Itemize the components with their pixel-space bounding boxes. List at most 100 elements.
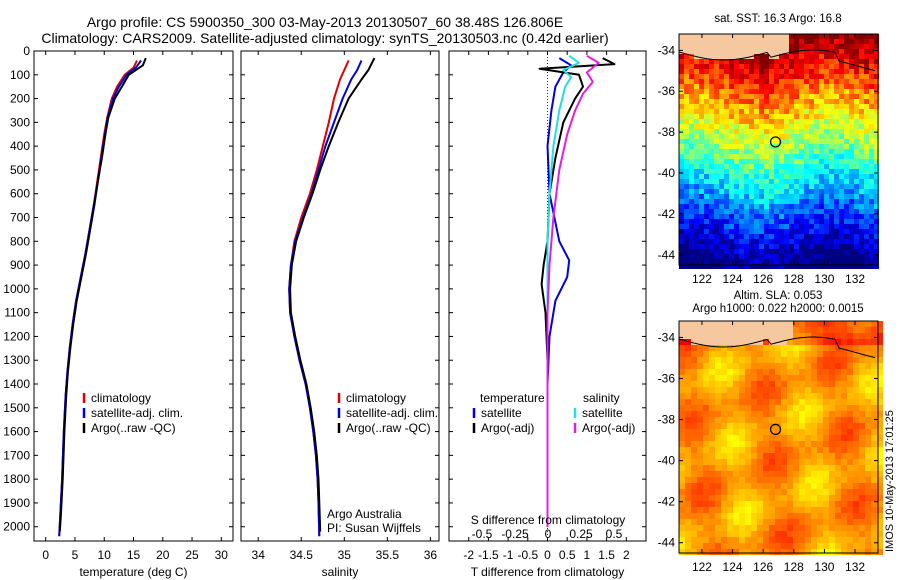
sla-map-ytick-label: -34 bbox=[658, 330, 676, 344]
diff-s-tick-label: 0.5 bbox=[606, 527, 623, 541]
depth-tick-label: 400 bbox=[10, 139, 30, 153]
sla-map-panel bbox=[678, 320, 883, 555]
sst-map-argo-marker bbox=[769, 136, 782, 148]
sla-map-xtick-label: 132 bbox=[845, 560, 865, 574]
diff-s-tick-label: 0.25 bbox=[569, 527, 593, 541]
difference-xlabel: T difference from climatology bbox=[471, 565, 625, 579]
salinity-xtick-label: 35.5 bbox=[376, 548, 400, 562]
salinity-series-2 bbox=[289, 57, 376, 532]
sla-map-ytick-label: -42 bbox=[658, 495, 676, 509]
depth-tick-label: 1900 bbox=[3, 496, 30, 510]
difference-xtick-label: 0.5 bbox=[559, 548, 576, 562]
temperature-legend-label-0: climatology bbox=[91, 391, 151, 405]
sst-map-ytick-label: -34 bbox=[658, 43, 676, 57]
depth-tick-label: 1700 bbox=[3, 448, 30, 462]
sst-map-ytick-label: -44 bbox=[658, 248, 676, 262]
salinity-legend-label-0: climatology bbox=[346, 391, 406, 405]
figure-title-line1: Argo profile: CS 5900350_300 03-May-2013… bbox=[86, 14, 564, 30]
depth-tick-label: 1000 bbox=[3, 282, 30, 296]
difference-series-3 bbox=[546, 54, 600, 527]
sst-map-xtick-label: 122 bbox=[692, 272, 712, 286]
temperature-xtick-label: 15 bbox=[127, 548, 141, 562]
temperature-xtick-label: 0 bbox=[42, 548, 49, 562]
depth-tick-label: 1100 bbox=[4, 306, 30, 320]
depth-tick-label: 600 bbox=[10, 187, 30, 201]
depth-tick-label: 500 bbox=[10, 163, 30, 177]
annotation-pi-name: PI: Susan Wijffels bbox=[327, 521, 421, 535]
diff-legend-salinity-title: salinity bbox=[583, 391, 620, 405]
salinity-xlabel: salinity bbox=[322, 565, 359, 579]
salinity-legend-label-2: Argo(..raw -QC) bbox=[346, 421, 431, 435]
depth-tick-label: 1500 bbox=[3, 401, 30, 415]
temperature-series-2 bbox=[58, 57, 147, 532]
salinity-xtick-label: 36 bbox=[424, 548, 438, 562]
salinity-panel bbox=[240, 50, 440, 542]
sla-map-ytick-label: -44 bbox=[658, 536, 676, 550]
depth-tick-label: 1800 bbox=[3, 472, 30, 486]
sst-map-ytick-label: -42 bbox=[658, 207, 676, 221]
difference-xtick-label: -2 bbox=[463, 548, 474, 562]
depth-tick-label: 100 bbox=[10, 68, 30, 82]
sla-map-frame bbox=[678, 320, 879, 554]
diff-legend-temperature-label-1: Argo(-adj) bbox=[481, 421, 534, 435]
sst-map-title: sat. SST: 16.3 Argo: 16.8 bbox=[714, 13, 842, 25]
sla-map-field bbox=[679, 321, 883, 555]
salinity-axes-frame bbox=[240, 50, 440, 542]
diff-s-axis-label: S difference from climatology bbox=[471, 513, 626, 527]
salinity-xtick-label: 34.5 bbox=[290, 548, 314, 562]
sla-map-xtick-label: 124 bbox=[723, 560, 743, 574]
sla-map-argo-marker bbox=[769, 423, 782, 436]
sla-map-ytick-label: -38 bbox=[658, 413, 676, 427]
difference-xtick-label: -0.5 bbox=[517, 548, 538, 562]
depth-tick-label: 1200 bbox=[3, 329, 30, 343]
sla-map-xtick-label: 128 bbox=[784, 560, 804, 574]
diff-legend-salinity-label-1: Argo(-adj) bbox=[582, 421, 635, 435]
annotation-argo-australia: Argo Australia bbox=[327, 507, 402, 521]
diff-s-tick-label: -0.5 bbox=[472, 527, 493, 541]
depth-tick-label: 300 bbox=[10, 115, 30, 129]
difference-xtick-label: 2 bbox=[623, 548, 630, 562]
diff-legend-salinity-label-0: satellite bbox=[582, 406, 623, 420]
temperature-xtick-label: 10 bbox=[98, 548, 112, 562]
sst-map-ytick-label: -36 bbox=[658, 84, 676, 98]
diff-s-tick-label: -0.25 bbox=[501, 527, 529, 541]
sst-map-xtick-label: 124 bbox=[723, 272, 743, 286]
temperature-xtick-label: 5 bbox=[72, 548, 79, 562]
sst-map-panel bbox=[678, 33, 879, 269]
salinity-legend-label-1: satellite-adj. clim. bbox=[346, 406, 438, 420]
difference-xtick-label: -1.5 bbox=[478, 548, 499, 562]
temperature-xtick-label: 25 bbox=[185, 548, 199, 562]
sla-map-xtick-label: 130 bbox=[814, 560, 834, 574]
depth-tick-label: 700 bbox=[10, 211, 30, 225]
difference-xtick-label: -1 bbox=[503, 548, 514, 562]
sst-map-ytick-label: -40 bbox=[658, 166, 676, 180]
sla-map-xtick-label: 126 bbox=[753, 560, 773, 574]
temperature-xlabel: temperature (deg C) bbox=[79, 565, 187, 579]
sla-map-subtitle: Argo h1000: 0.022 h2000: 0.0015 bbox=[692, 303, 864, 315]
difference-xtick-label: 1 bbox=[584, 548, 591, 562]
sla-map-coastline bbox=[678, 336, 876, 359]
depth-tick-label: 900 bbox=[10, 258, 30, 272]
diff-legend-temperature-label-0: satellite bbox=[481, 406, 522, 420]
difference-xtick-label: 0 bbox=[544, 548, 551, 562]
sst-map-frame bbox=[678, 33, 879, 266]
temperature-panel bbox=[33, 50, 234, 542]
depth-tick-label: 2000 bbox=[3, 520, 30, 534]
sla-map-xtick-label: 122 bbox=[692, 560, 712, 574]
sst-map-coastline bbox=[678, 49, 876, 72]
sla-map-ytick-label: -36 bbox=[658, 371, 676, 385]
diff-s-tick-label: 0 bbox=[545, 527, 552, 541]
depth-tick-label: 200 bbox=[10, 92, 30, 106]
depth-tick-label: 1400 bbox=[3, 377, 30, 391]
depth-tick-label: 0 bbox=[23, 44, 30, 58]
temperature-legend-label-2: Argo(..raw -QC) bbox=[91, 421, 176, 435]
sst-map-ytick-label: -38 bbox=[658, 125, 676, 139]
sst-map-field bbox=[679, 34, 879, 269]
sst-map-xtick-label: 130 bbox=[814, 272, 834, 286]
diff-legend-temperature-title: temperature bbox=[480, 391, 545, 405]
difference-panel bbox=[448, 50, 647, 542]
sst-map-xtick-label: 126 bbox=[753, 272, 773, 286]
depth-tick-label: 800 bbox=[10, 234, 30, 248]
difference-xtick-label: 1.5 bbox=[598, 548, 615, 562]
